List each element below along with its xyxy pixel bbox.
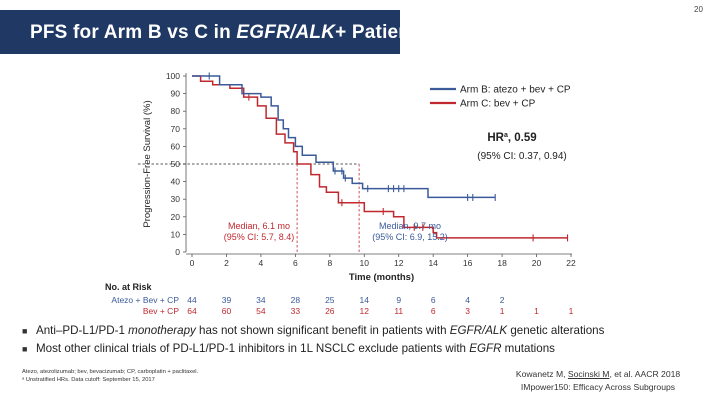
x-tick-label: 22: [566, 258, 576, 268]
risk-table-cell: 1: [534, 306, 539, 316]
median-label-arm-c: Median, 6.1 mo: [228, 221, 290, 231]
x-tick-label: 0: [190, 258, 195, 268]
risk-table-cell: 26: [325, 306, 335, 316]
reference: Kowanetz M, Socinski M, et al. AACR 2018…: [498, 368, 698, 394]
risk-table-row-label: Bev + CP: [143, 306, 179, 316]
x-tick-label: 8: [327, 258, 332, 268]
risk-table-cell: 12: [360, 306, 370, 316]
reference-line: Kowanetz M, Socinski M, et al. AACR 2018: [515, 369, 681, 379]
risk-table-cell: 25: [325, 295, 335, 305]
risk-table-cell: 14: [360, 295, 370, 305]
x-tick-label: 20: [532, 258, 542, 268]
hr-superscript: a: [504, 132, 508, 139]
y-tick-label: 40: [171, 177, 181, 187]
risk-table-cell: 2: [500, 295, 505, 305]
risk-table-cell: 60: [222, 306, 232, 316]
median-label-arm-b: Median, 9.7 mo: [379, 221, 441, 231]
risk-table-cell: 34: [256, 295, 266, 305]
x-tick-label: 16: [463, 258, 473, 268]
hr-value: , 0.59: [508, 132, 537, 144]
y-tick-label: 20: [171, 212, 181, 222]
median-ci-arm-b: (95% CI: 6.9, 15.2): [372, 232, 448, 242]
footnote-line: Atezo, atezolizumab; bev, bevacizumab; C…: [22, 369, 199, 375]
risk-table-cell: 28: [291, 295, 301, 305]
x-tick-label: 4: [259, 258, 264, 268]
footnote: Atezo, atezolizumab; bev, bevacizumab; C…: [22, 368, 198, 384]
title-bar: PFS for Arm B vs C in EGFR/ALK+ Patients: [0, 10, 427, 54]
footnote-line: ᵃ Unstratified HRs. Data cutoff: Septemb…: [22, 377, 155, 383]
risk-table-cell: 33: [291, 306, 301, 316]
bullet-marker: ■: [22, 344, 28, 354]
risk-table-cell: 54: [256, 306, 266, 316]
x-tick-label: 14: [428, 258, 438, 268]
y-tick-label: 80: [171, 106, 181, 116]
risk-table-cell: 39: [222, 295, 232, 305]
page-number: 20: [694, 5, 703, 14]
x-tick-label: 6: [293, 258, 298, 268]
reference-line: IMpower150: Efficacy Across Subgroups: [520, 382, 676, 392]
hazard-ratio-label: HRa, 0.59: [487, 132, 536, 144]
median-ci-arm-c: (95% CI: 5.7, 8.4): [224, 232, 295, 242]
bullet-list: ■ Anti–PD-L1/PD-1 monotherapy has not sho…: [22, 322, 712, 358]
risk-table-cell: 11: [394, 306, 403, 316]
risk-table-header: No. at Risk: [105, 282, 153, 292]
title-suffix: + Patients: [335, 22, 428, 43]
x-tick-label: 10: [360, 258, 370, 268]
y-tick-label: 60: [171, 141, 181, 151]
y-tick-label: 100: [166, 71, 180, 81]
title-prefix: PFS for Arm B vs C in: [30, 22, 237, 43]
legend-label: Arm B: atezo + bev + CP: [460, 85, 571, 96]
hazard-ratio-ci: (95% CI: 0.37, 0.94): [477, 151, 567, 162]
title-italic: EGFR/ALK: [236, 22, 336, 43]
bullet-marker: ■: [22, 326, 28, 336]
bullet-item: ■ Anti–PD-L1/PD-1 monotherapy has not sho…: [22, 322, 712, 340]
risk-table-cell: 4: [465, 295, 470, 305]
x-axis-label: Time (months): [349, 272, 414, 283]
y-tick-label: 90: [171, 89, 181, 99]
slide-title: PFS for Arm B vs C in EGFR/ALK+ Patients: [30, 22, 427, 44]
hr-text: HR: [487, 132, 504, 144]
y-tick-label: 0: [175, 247, 180, 257]
y-tick-label: 10: [171, 229, 181, 239]
survival-curve-arm-b: [192, 75, 496, 199]
risk-table-cell: 1: [500, 306, 505, 316]
risk-table-cell: 1: [569, 306, 574, 316]
x-tick-label: 12: [394, 258, 404, 268]
bullet-text: Anti–PD-L1/PD-1 monotherapy has not show…: [36, 324, 605, 337]
risk-table-cell: 6: [431, 306, 436, 316]
reference-link[interactable]: Socinski M: [567, 369, 610, 379]
risk-table-row-label: Atezo + Bev + CP: [111, 295, 179, 305]
risk-table-cell: 44: [187, 295, 197, 305]
risk-table-cell: 6: [431, 295, 436, 305]
risk-table-cell: 9: [396, 295, 401, 305]
y-tick-label: 30: [171, 194, 181, 204]
risk-table-cell: 3: [465, 306, 470, 316]
survival-curve-arm-c: [192, 75, 568, 239]
legend-label: Arm C: bev + CP: [460, 99, 536, 110]
x-tick-label: 18: [497, 258, 507, 268]
risk-table-cell: 64: [187, 306, 197, 316]
bullet-text: Most other clinical trials of PD-L1/PD-1…: [36, 342, 555, 355]
y-tick-label: 70: [171, 124, 181, 134]
x-tick-label: 2: [224, 258, 229, 268]
bullet-item: ■ Most other clinical trials of PD-L1/PD-…: [22, 340, 712, 358]
